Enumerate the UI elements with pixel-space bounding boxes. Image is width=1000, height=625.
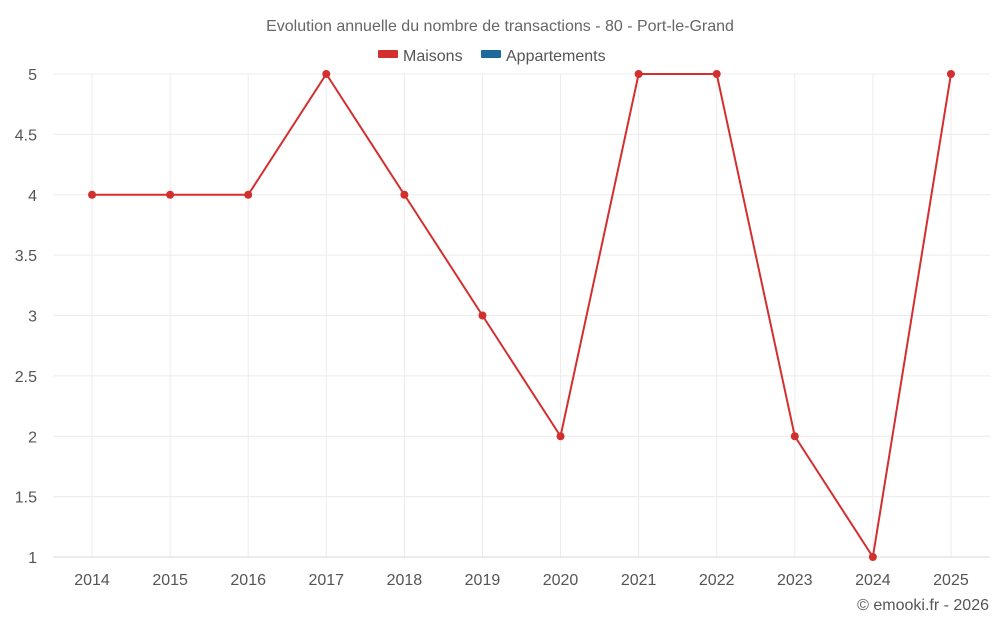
y-tick-label: 4 [28,188,37,205]
chart-title: Evolution annuelle du nombre de transact… [266,18,734,35]
legend-item-maisons[interactable]: Maisons [378,48,463,65]
x-tick-label: 2024 [855,572,891,589]
data-point-2024[interactable] [868,553,877,561]
x-tick-label: 2023 [777,572,813,589]
data-point-2017[interactable] [322,70,331,78]
x-tick-label: 2019 [465,572,501,589]
data-point-2016[interactable] [244,190,253,199]
y-tick-label: 4.5 [15,127,37,144]
x-tick-label: 2021 [621,572,657,589]
y-tick-label: 3 [28,309,37,326]
data-point-2014[interactable] [88,190,97,199]
series-maisons [88,70,955,561]
legend-label-appartements: Appartements [506,48,606,65]
y-axis: 1 1.5 2 2.5 3 3.5 4 4.5 5 [15,67,37,567]
x-tick-label: 2020 [543,572,579,589]
data-point-2023[interactable] [790,432,799,441]
legend-swatch-maisons [378,50,398,58]
x-axis: 2014 2015 2016 2017 2018 2019 2020 2021 2022 2023… [53,556,990,589]
data-point-2020[interactable] [556,432,565,441]
grid-lines [53,73,990,558]
chart-legend: Maisons Appartements [378,48,606,65]
credit-text: © emooki.fr - 2026 [857,597,989,614]
y-tick-label: 2.5 [15,369,37,386]
legend-item-appartements[interactable]: Appartements [481,48,606,65]
data-point-2018[interactable] [400,190,409,199]
legend-swatch-appartements [481,50,501,58]
x-tick-label: 2016 [230,572,266,589]
y-tick-label: 2 [28,429,37,446]
data-point-2019[interactable] [478,311,487,320]
x-tick-label: 2014 [74,572,110,589]
data-point-2025[interactable] [946,70,955,78]
x-tick-label: 2018 [387,572,423,589]
x-tick-label: 2022 [699,572,735,589]
data-point-2015[interactable] [166,190,175,199]
x-tick-label: 2017 [308,572,344,589]
legend-label-maisons: Maisons [403,48,463,65]
x-tick-label: 2025 [933,572,969,589]
series-line-maisons [92,73,952,558]
y-tick-label: 5 [28,67,37,84]
data-point-2022[interactable] [712,70,721,78]
y-tick-label: 1 [28,550,37,567]
y-tick-label: 1.5 [15,490,37,507]
y-tick-label: 3.5 [15,248,37,265]
data-point-2021[interactable] [634,70,643,78]
x-tick-label: 2015 [152,572,188,589]
